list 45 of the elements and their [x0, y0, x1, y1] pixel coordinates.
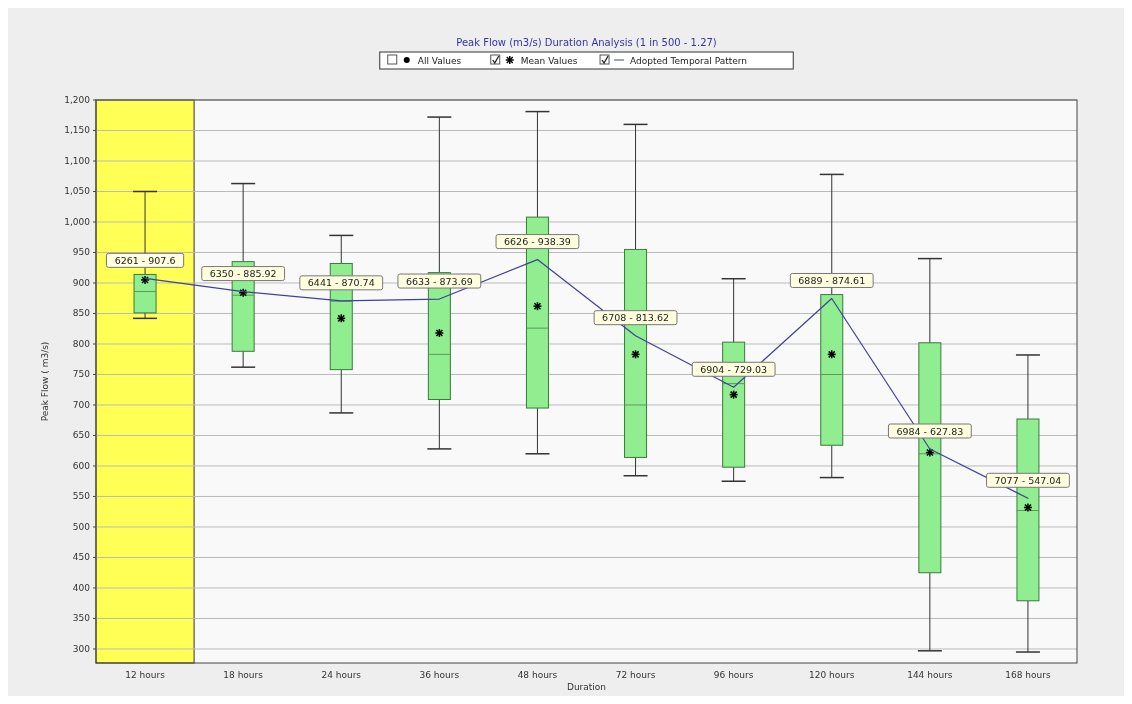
- annotation: 7077 - 547.04: [994, 474, 1062, 486]
- annotation: 6633 - 873.69: [405, 275, 473, 287]
- y-tick-label: 850: [72, 308, 91, 319]
- y-tick-label: 600: [72, 460, 91, 471]
- annotation: 6441 - 870.74: [307, 277, 375, 289]
- x-tick-label: 18 hours: [223, 670, 264, 680]
- y-tick-label: 800: [72, 338, 91, 349]
- y-tick-label: 650: [72, 430, 91, 441]
- x-tick-label: 120 hours: [809, 670, 855, 680]
- legend-label: Mean Values: [520, 55, 578, 66]
- x-tick-label: 48 hours: [517, 670, 558, 680]
- y-tick-label: 350: [72, 613, 91, 624]
- annotation: 6984 - 627.83: [896, 425, 964, 437]
- x-tick-label: 96 hours: [713, 670, 754, 680]
- y-tick-label: 1,150: [64, 125, 91, 136]
- y-tick-label: 1,050: [64, 186, 91, 197]
- x-tick-label: 72 hours: [615, 670, 656, 680]
- y-tick-label: 500: [72, 521, 91, 532]
- annotation: 6904 - 729.03: [700, 363, 768, 375]
- y-tick-label: 950: [72, 247, 91, 258]
- x-tick-label: 36 hours: [419, 670, 460, 680]
- y-tick-label: 450: [72, 552, 91, 563]
- legend-label: Adopted Temporal Pattern: [630, 55, 748, 66]
- x-tick-label: 24 hours: [321, 670, 362, 680]
- x-tick-label: 168 hours: [1005, 670, 1051, 680]
- y-tick-label: 400: [72, 582, 91, 593]
- annotation: 6350 - 885.92: [209, 268, 277, 280]
- y-tick-label: 1,000: [64, 216, 91, 227]
- y-tick-label: 750: [72, 369, 91, 380]
- annotation: 6708 - 813.62: [602, 312, 669, 324]
- y-tick-label: 700: [72, 399, 91, 410]
- y-tick-label: 550: [72, 491, 91, 502]
- x-axis-title: Duration: [566, 682, 607, 692]
- x-tick-label: 12 hours: [125, 670, 166, 680]
- annotation: 6261 - 907.6: [114, 254, 176, 266]
- annotation: 6626 - 938.39: [504, 236, 571, 248]
- y-axis-title: Peak Flow ( m3/s): [40, 341, 50, 422]
- y-tick-label: 1,200: [64, 95, 91, 105]
- y-tick-label: 300: [72, 643, 91, 654]
- y-tick-label: 1,100: [64, 156, 91, 166]
- chart-title: Peak Flow (m3/s) Duration Analysis (1 in 500 - 1.27): [456, 37, 717, 48]
- y-tick-label: 900: [72, 277, 91, 288]
- annotation: 6889 - 874.61: [798, 274, 866, 286]
- x-tick-label: 144 hours: [907, 670, 953, 680]
- legend-label: All Values: [417, 55, 462, 66]
